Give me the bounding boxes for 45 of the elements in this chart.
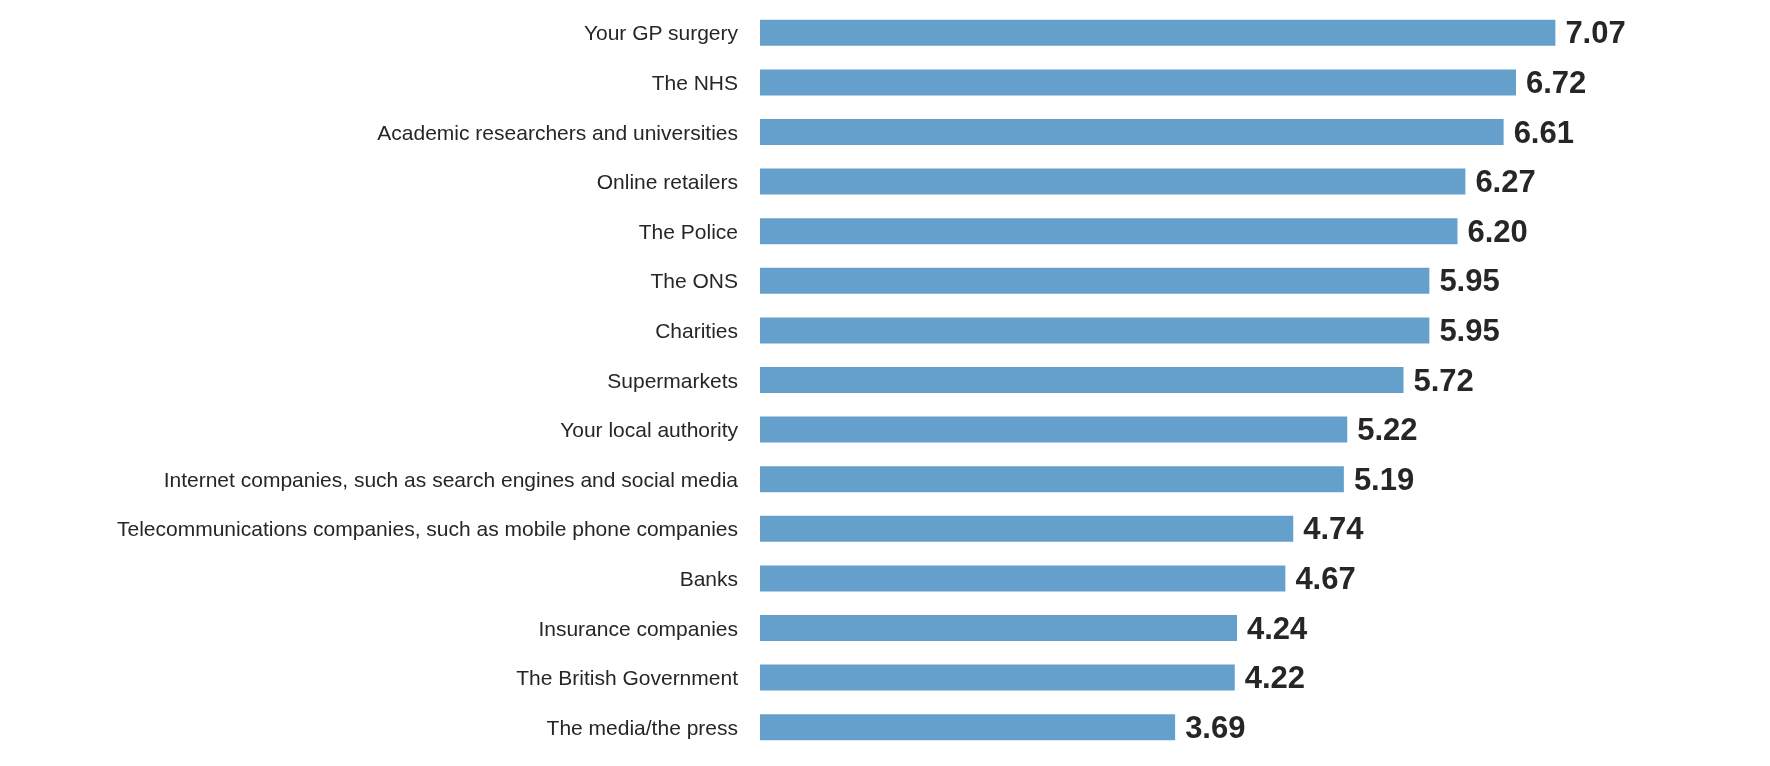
y-tick-label: Charities xyxy=(655,318,738,342)
data-label: 4.22 xyxy=(1244,660,1306,696)
bar xyxy=(760,615,1237,641)
bar xyxy=(760,664,1235,691)
data-label: 5.95 xyxy=(1439,312,1500,348)
data-label: 6.20 xyxy=(1467,213,1528,249)
bar xyxy=(760,714,1176,741)
y-tick-label: Telecommunications companies, such as mobile phone companies xyxy=(117,517,738,541)
y-tick-label: Internet companies, such as search engines and social media xyxy=(163,467,739,491)
data-label: 4.67 xyxy=(1295,560,1356,596)
bar xyxy=(760,267,1430,294)
y-tick-label: Banks xyxy=(679,566,738,590)
y-tick-label: Supermarkets xyxy=(607,368,738,392)
y-tick-label: Your local authority xyxy=(560,418,739,442)
bar xyxy=(760,367,1404,393)
data-label: 7.07 xyxy=(1565,15,1626,51)
y-tick-label: The media/the press xyxy=(546,715,738,739)
y-tick-label: Your GP surgery xyxy=(583,21,739,45)
y-tick-label: The NHS xyxy=(651,70,738,94)
data-label: 5.95 xyxy=(1439,263,1500,299)
y-tick-label: Online retailers xyxy=(596,170,738,194)
bar xyxy=(760,218,1458,245)
bar xyxy=(760,416,1348,443)
bar xyxy=(760,317,1430,344)
data-label: 4.24 xyxy=(1247,610,1309,646)
y-tick-label: The ONS xyxy=(650,269,738,293)
data-label: 5.72 xyxy=(1413,362,1474,398)
y-tick-label: Academic researchers and universities xyxy=(377,120,738,144)
data-label: 6.61 xyxy=(1513,114,1574,150)
y-tick-label: Insurance companies xyxy=(538,616,738,640)
data-label: 5.22 xyxy=(1357,412,1418,448)
bar xyxy=(760,565,1286,592)
bar xyxy=(760,119,1504,145)
data-label: 3.69 xyxy=(1185,709,1246,745)
bar xyxy=(760,515,1294,542)
data-label: 6.72 xyxy=(1526,64,1587,100)
y-tick-label: The Police xyxy=(638,219,738,243)
data-label: 6.27 xyxy=(1475,164,1536,200)
data-label: 5.19 xyxy=(1353,461,1415,497)
bar xyxy=(760,19,1556,46)
data-label: 4.74 xyxy=(1303,511,1365,547)
bar xyxy=(760,168,1466,195)
bar xyxy=(760,466,1344,493)
bar xyxy=(760,69,1516,96)
y-tick-label: The British Government xyxy=(516,666,739,690)
